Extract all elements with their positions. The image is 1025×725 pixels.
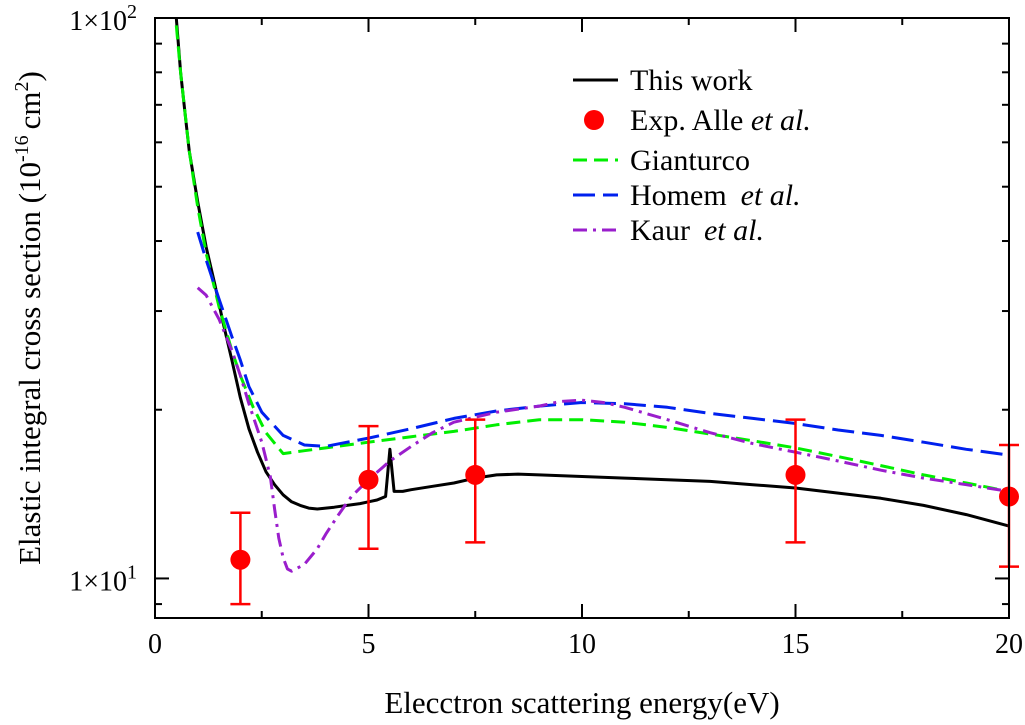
x-axis-title: Elecctron scattering energy(eV) xyxy=(384,685,779,720)
exp-point xyxy=(358,424,379,550)
legend-label-kaur: Kaur et al. xyxy=(630,214,764,247)
x-tick-label: 15 xyxy=(782,629,810,660)
markers-layer xyxy=(230,418,1019,606)
legend-label-exp: Exp. Alle et al. xyxy=(630,104,811,137)
y-tick-label: 1×101 xyxy=(69,561,137,597)
legend: This work Exp. Alle et al. Gianturco Hom… xyxy=(573,64,811,247)
legend-swatch-exp xyxy=(584,110,604,130)
series-line-3 xyxy=(196,286,1009,573)
y-axis-title: Elastic integral cross section (10-16cm2… xyxy=(11,71,47,565)
y-tick-label: 1×102 xyxy=(69,1,137,37)
series-line-1 xyxy=(174,25,1009,493)
exp-point xyxy=(785,418,806,544)
legend-label-gianturco: Gianturco xyxy=(630,144,750,177)
x-tick-label: 10 xyxy=(568,629,596,660)
series-line-2 xyxy=(196,231,1009,457)
x-tick-label: 5 xyxy=(362,629,376,660)
exp-marker xyxy=(358,469,379,490)
exp-marker xyxy=(785,464,806,485)
plot-frame xyxy=(154,17,1010,619)
x-tick-label: 0 xyxy=(148,629,162,660)
exp-point xyxy=(230,511,251,606)
ticks-layer xyxy=(154,17,1010,618)
series-layer xyxy=(174,18,1009,573)
x-tick-label: 20 xyxy=(995,629,1023,660)
exp-point xyxy=(465,418,486,544)
labels-layer: 0 5 10 15 20 1×101 1×102 xyxy=(69,1,1023,660)
legend-label-this-work: This work xyxy=(630,64,753,97)
legend-label-homem: Homem et al. xyxy=(630,179,801,212)
exp-marker xyxy=(465,464,486,485)
exp-marker xyxy=(230,549,251,570)
